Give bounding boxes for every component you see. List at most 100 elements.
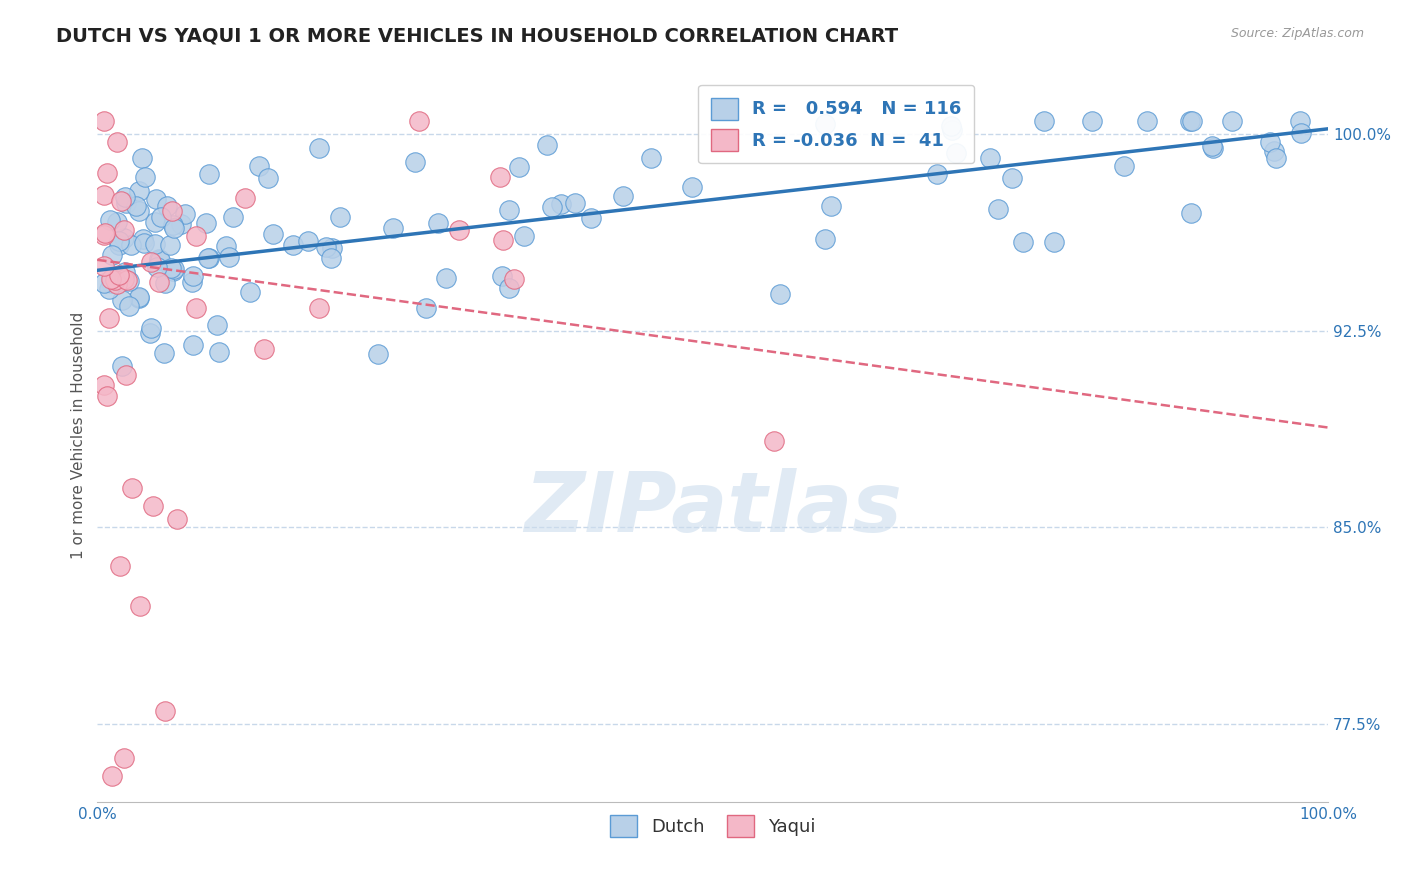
Point	[108, 268, 131, 282]
Point	[114, 190, 136, 204]
Point	[1032, 114, 1054, 128]
Point	[1289, 126, 1312, 140]
Point	[415, 301, 437, 315]
Point	[100, 248, 122, 262]
Point	[128, 290, 150, 304]
Point	[97, 311, 120, 326]
Point	[93, 187, 115, 202]
Point	[162, 264, 184, 278]
Point	[93, 276, 115, 290]
Point	[1181, 114, 1204, 128]
Point	[163, 261, 186, 276]
Point	[640, 151, 662, 165]
Point	[129, 599, 152, 613]
Point	[94, 226, 117, 240]
Point	[98, 213, 121, 227]
Point	[283, 238, 305, 252]
Point	[132, 232, 155, 246]
Point	[108, 559, 131, 574]
Point	[1043, 235, 1066, 249]
Point	[150, 210, 173, 224]
Point	[170, 217, 193, 231]
Point	[1114, 159, 1136, 173]
Point	[184, 228, 207, 243]
Point	[488, 169, 510, 184]
Point	[939, 119, 962, 133]
Point	[155, 276, 177, 290]
Point	[128, 204, 150, 219]
Point	[145, 215, 167, 229]
Point	[148, 275, 170, 289]
Point	[174, 207, 197, 221]
Point	[112, 272, 135, 286]
Point	[257, 170, 280, 185]
Point	[1136, 114, 1159, 128]
Point	[1220, 114, 1243, 128]
Point	[1289, 114, 1312, 128]
Point	[814, 231, 837, 245]
Legend: Dutch, Yaqui: Dutch, Yaqui	[603, 808, 823, 845]
Point	[404, 155, 426, 169]
Point	[1001, 170, 1024, 185]
Point	[114, 368, 136, 382]
Point	[541, 200, 564, 214]
Point	[247, 159, 270, 173]
Point	[1264, 151, 1286, 165]
Point	[434, 271, 457, 285]
Point	[159, 237, 181, 252]
Point	[162, 218, 184, 232]
Point	[145, 237, 167, 252]
Point	[125, 199, 148, 213]
Point	[941, 123, 963, 137]
Point	[105, 215, 128, 229]
Point	[513, 229, 536, 244]
Point	[508, 161, 530, 175]
Point	[205, 318, 228, 332]
Point	[138, 326, 160, 340]
Text: DUTCH VS YAQUI 1 OR MORE VEHICLES IN HOUSEHOLD CORRELATION CHART: DUTCH VS YAQUI 1 OR MORE VEHICLES IN HOU…	[56, 27, 898, 45]
Point	[120, 238, 142, 252]
Point	[111, 359, 134, 373]
Point	[100, 271, 122, 285]
Point	[763, 434, 786, 448]
Text: ZIPatlas: ZIPatlas	[524, 468, 901, 549]
Point	[162, 203, 184, 218]
Point	[139, 321, 162, 335]
Point	[329, 210, 352, 224]
Point	[297, 234, 319, 248]
Point	[108, 234, 131, 248]
Point	[925, 167, 948, 181]
Point	[1011, 235, 1033, 250]
Point	[96, 389, 118, 403]
Point	[145, 193, 167, 207]
Point	[166, 512, 188, 526]
Point	[308, 141, 330, 155]
Point	[153, 346, 176, 360]
Point	[308, 301, 330, 315]
Point	[1180, 205, 1202, 219]
Point	[156, 199, 179, 213]
Point	[427, 216, 450, 230]
Point	[814, 117, 837, 131]
Point	[93, 378, 115, 392]
Point	[536, 138, 558, 153]
Point	[100, 277, 122, 291]
Point	[132, 235, 155, 250]
Point	[503, 272, 526, 286]
Point	[198, 251, 221, 265]
Point	[139, 255, 162, 269]
Point	[233, 190, 256, 204]
Point	[769, 287, 792, 301]
Point	[128, 185, 150, 199]
Point	[112, 223, 135, 237]
Point	[111, 293, 134, 307]
Point	[184, 301, 207, 315]
Text: Source: ZipAtlas.com: Source: ZipAtlas.com	[1230, 27, 1364, 40]
Point	[218, 251, 240, 265]
Point	[198, 167, 221, 181]
Point	[121, 481, 143, 495]
Point	[153, 704, 176, 718]
Point	[491, 268, 513, 283]
Point	[142, 499, 165, 513]
Point	[945, 145, 967, 160]
